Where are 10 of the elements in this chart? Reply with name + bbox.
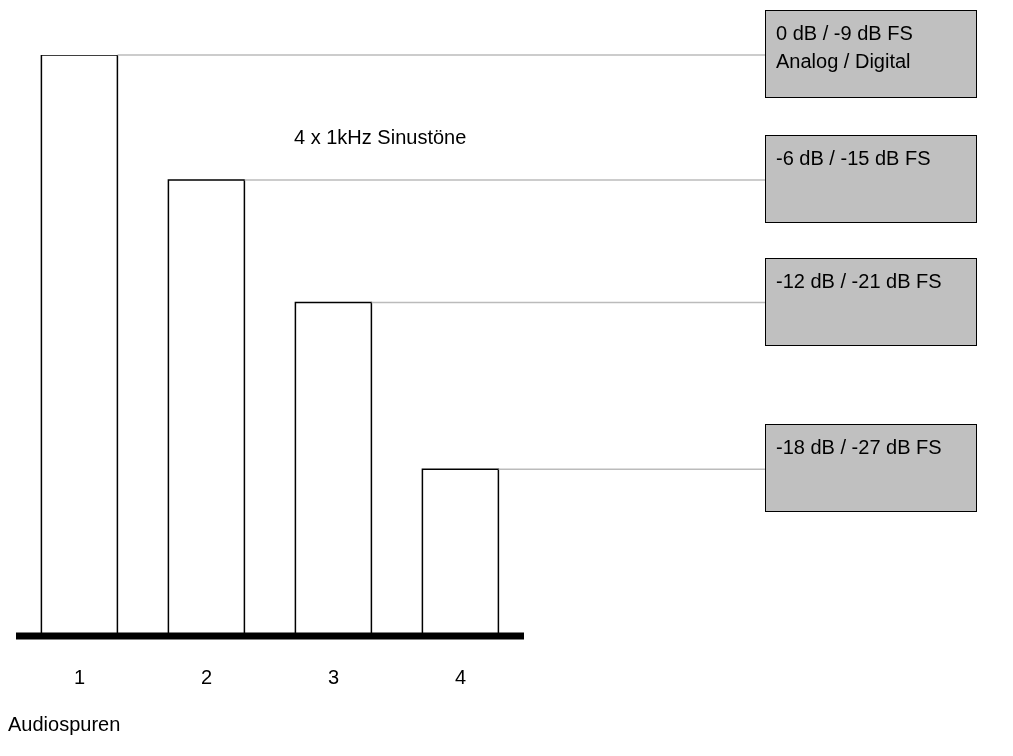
callout-box: -12 dB / -21 dB FS [765, 257, 977, 346]
x-tick-label: 3 [327, 666, 340, 689]
text: 4 x 1kHz Sinustöne [294, 126, 467, 149]
callout-box: -6 dB / -15 dB FS [765, 134, 977, 223]
x-tick-label: 1 [73, 666, 86, 689]
callout-box: 0 dB / -9 dB FS Analog / Digital [765, 10, 977, 98]
x-tick-label: 2 [200, 666, 213, 689]
x-tick-label: 4 [454, 666, 467, 689]
x-axis-title: Audiospuren [8, 713, 121, 736]
callout-box: -18 dB / -27 dB FS [765, 424, 977, 513]
